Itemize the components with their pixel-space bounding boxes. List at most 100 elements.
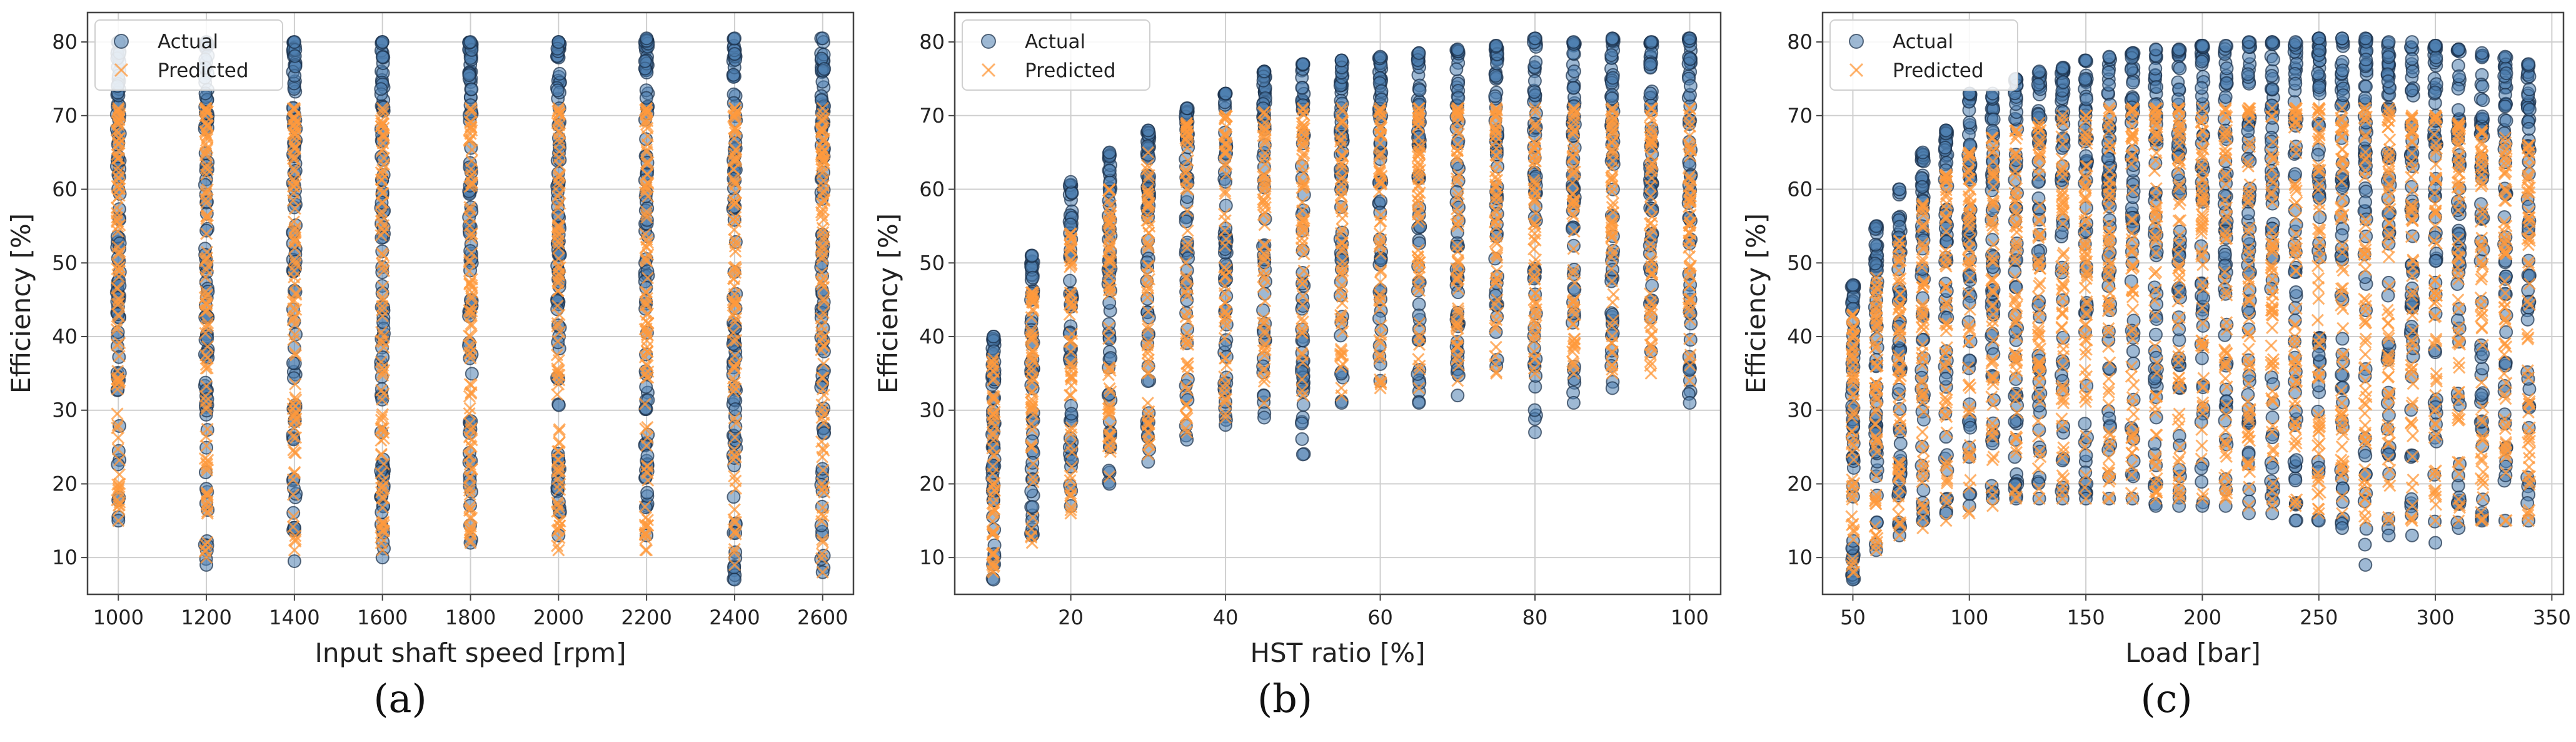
predicted-point — [551, 498, 565, 511]
predicted-point — [112, 101, 125, 115]
predicted-point — [289, 431, 303, 444]
predicted-point — [201, 130, 214, 144]
predicted-point — [377, 474, 390, 487]
actual-point — [2220, 61, 2234, 76]
predicted-point — [463, 523, 477, 536]
actual-point — [1938, 140, 1953, 155]
predicted-point — [729, 176, 742, 190]
y-axis-title: Efficiency [%] — [873, 213, 903, 394]
actual-point — [1180, 101, 1194, 116]
predicted-point — [375, 467, 388, 480]
predicted-point — [288, 544, 301, 557]
predicted-point — [113, 218, 126, 231]
predicted-point — [200, 380, 213, 393]
predicted-point — [199, 402, 213, 416]
actual-point — [815, 31, 830, 46]
predicted-point — [200, 101, 213, 115]
predicted-point — [201, 252, 214, 265]
predicted-point — [464, 346, 477, 359]
predicted-point — [112, 116, 125, 130]
actual-point — [2173, 61, 2187, 76]
predicted-point — [111, 442, 124, 455]
predicted-point — [465, 278, 478, 292]
actual-point — [199, 557, 214, 572]
predicted-point — [551, 368, 565, 381]
predicted-point — [728, 240, 742, 253]
predicted-point — [113, 502, 126, 516]
actual-point — [1916, 145, 1930, 160]
predicted-point — [552, 272, 565, 285]
predicted-point — [550, 348, 563, 362]
predicted-point — [200, 464, 214, 477]
predicted-point — [113, 310, 126, 323]
actual-point — [374, 82, 388, 96]
predicted-point — [112, 292, 125, 305]
predicted-point — [111, 161, 124, 174]
actual-point — [1141, 455, 1155, 469]
predicted-point — [375, 414, 388, 427]
chart-panel-3: 50 100 150 200 250 300 3501020304050607080Load… — [1741, 11, 2571, 668]
predicted-point — [463, 201, 476, 214]
x-tick-label: 2200 — [621, 606, 672, 629]
actual-point — [465, 367, 479, 381]
predicted-point — [641, 236, 655, 250]
predicted-point — [729, 144, 742, 157]
predicted-point — [727, 163, 740, 176]
predicted-point — [200, 487, 213, 501]
y-tick-label: 20 — [919, 472, 945, 496]
predicted-point — [815, 477, 828, 490]
predicted-point — [551, 539, 564, 552]
actual-point — [1219, 198, 1233, 213]
predicted-point — [200, 551, 213, 564]
actual-point — [1940, 448, 1954, 462]
actual-point — [1295, 291, 1309, 305]
actual-point — [551, 35, 566, 49]
actual-point — [1025, 270, 1040, 285]
predicted-point — [113, 337, 126, 350]
actual-point — [375, 231, 389, 245]
actual-point — [1605, 91, 1619, 106]
actual-point — [2195, 54, 2209, 69]
y-tick-label: 20 — [52, 472, 78, 496]
actual-point — [1104, 351, 1118, 365]
predicted-point — [378, 524, 391, 537]
predicted-point — [287, 215, 301, 228]
actual-point — [2241, 35, 2256, 49]
predicted-point — [288, 328, 301, 341]
actual-point — [1869, 515, 1884, 529]
predicted-point — [199, 285, 213, 298]
predicted-point — [640, 118, 653, 131]
actual-point — [2078, 417, 2092, 431]
predicted-point — [640, 544, 653, 557]
predicted-point — [377, 249, 390, 262]
predicted-point — [552, 151, 565, 165]
predicted-point — [729, 211, 742, 224]
actual-point — [1566, 35, 1581, 49]
x-axis-title: Input shaft speed [rpm] — [314, 638, 626, 668]
actual-point — [2195, 351, 2209, 365]
predicted-point — [551, 465, 564, 478]
actual-point — [199, 223, 214, 238]
predicted-point — [201, 119, 214, 132]
predicted-point — [727, 444, 741, 457]
actual-point — [1334, 367, 1348, 381]
actual-point — [1605, 381, 1619, 395]
predicted-point — [201, 340, 214, 353]
actual-point — [1218, 242, 1232, 257]
predicted-point — [639, 252, 652, 265]
predicted-point — [551, 299, 564, 312]
predicted-point — [377, 260, 390, 273]
predicted-point — [729, 236, 742, 250]
x-tick-label: 1400 — [269, 606, 319, 629]
predicted-point — [465, 124, 478, 137]
actual-point — [640, 485, 655, 500]
predicted-point — [287, 162, 300, 175]
predicted-point — [463, 504, 476, 517]
actual-point — [1938, 372, 1953, 386]
legend-actual-marker — [114, 34, 129, 49]
actual-point — [1179, 214, 1193, 228]
predicted-point — [289, 288, 303, 302]
predicted-point — [376, 368, 390, 382]
predicted-point — [113, 189, 126, 202]
predicted-point — [817, 187, 830, 200]
